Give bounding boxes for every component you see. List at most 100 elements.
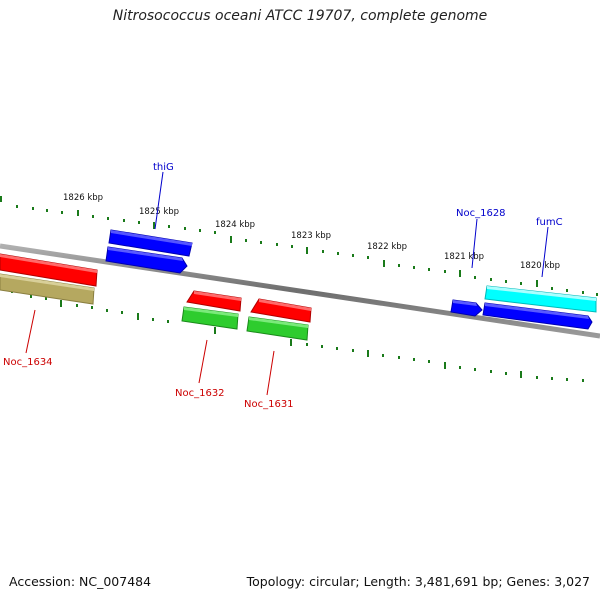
tick-major bbox=[306, 247, 308, 254]
gene-thiG[interactable] bbox=[105, 246, 188, 274]
tick-major bbox=[444, 362, 446, 369]
tick-minor bbox=[322, 250, 324, 253]
tick-minor bbox=[474, 276, 476, 279]
gene-Noc_1631-red[interactable] bbox=[250, 298, 312, 323]
tick-major bbox=[230, 236, 232, 243]
tick-minor bbox=[398, 264, 400, 267]
gene-Noc_1632-green[interactable] bbox=[181, 306, 239, 330]
tick-major bbox=[367, 350, 369, 357]
scale-label-1821: 1821 kbp bbox=[444, 252, 484, 262]
tick-major bbox=[520, 371, 522, 378]
tick-minor bbox=[32, 207, 34, 210]
tick-minor bbox=[107, 217, 109, 220]
gene-fumC[interactable] bbox=[482, 302, 593, 330]
genome-backbone bbox=[0, 243, 600, 339]
tick-minor bbox=[413, 358, 415, 361]
tick-major bbox=[459, 270, 461, 277]
tick-minor bbox=[474, 368, 476, 371]
tick-major bbox=[60, 300, 62, 307]
tick-minor bbox=[321, 345, 323, 348]
tick-minor bbox=[121, 311, 123, 314]
tick-minor bbox=[46, 209, 48, 212]
accession-text: Accession: NC_007484 bbox=[9, 574, 152, 589]
tick-minor bbox=[352, 349, 354, 352]
gene-thiG-shadow[interactable] bbox=[108, 229, 193, 257]
gene-fumC-cyan[interactable] bbox=[484, 285, 597, 313]
leader-thiG bbox=[154, 171, 164, 230]
tick-minor bbox=[596, 293, 598, 296]
tick-major bbox=[0, 196, 2, 202]
tick-minor bbox=[276, 243, 278, 246]
tick-minor bbox=[291, 245, 293, 248]
tick-major bbox=[383, 260, 385, 267]
label-Noc_1631[interactable]: Noc_1631 bbox=[244, 399, 294, 410]
tick-minor bbox=[260, 241, 262, 244]
tick-minor bbox=[214, 231, 216, 234]
tick-major bbox=[536, 280, 538, 287]
tick-minor bbox=[398, 356, 400, 359]
label-Noc_1632[interactable]: Noc_1632 bbox=[175, 388, 225, 399]
tick-minor bbox=[459, 366, 461, 369]
gene-Noc_1631-green[interactable] bbox=[246, 316, 309, 341]
tick-minor bbox=[566, 289, 568, 292]
tick-minor bbox=[490, 278, 492, 281]
gene-Noc_1628[interactable] bbox=[450, 299, 483, 317]
tick-minor bbox=[536, 376, 538, 379]
gene-Noc_1634-olive[interactable] bbox=[0, 273, 95, 305]
tick-minor bbox=[30, 295, 32, 298]
scale-label-1824: 1824 kbp bbox=[215, 220, 255, 230]
tick-minor bbox=[428, 360, 430, 363]
tick-major bbox=[77, 210, 79, 216]
tick-minor bbox=[582, 379, 584, 382]
tick-minor bbox=[92, 215, 94, 218]
scale-label-1825: 1825 kbp bbox=[139, 207, 179, 217]
gene-Noc_1632-red[interactable] bbox=[186, 290, 242, 312]
tick-major bbox=[214, 327, 216, 334]
scale-label-1820: 1820 kbp bbox=[520, 261, 560, 271]
tick-minor bbox=[245, 239, 247, 242]
lower-tick-track bbox=[11, 290, 584, 382]
scale-label-1826: 1826 kbp bbox=[63, 193, 103, 203]
tick-minor bbox=[551, 377, 553, 380]
tick-minor bbox=[551, 287, 553, 290]
tick-minor bbox=[16, 205, 18, 208]
tick-minor bbox=[336, 347, 338, 350]
leader-Noc_1628 bbox=[471, 218, 478, 269]
label-thiG[interactable]: thiG bbox=[153, 162, 174, 173]
label-Noc_1634[interactable]: Noc_1634 bbox=[3, 357, 53, 368]
label-Noc_1628[interactable]: Noc_1628 bbox=[456, 208, 506, 219]
tick-minor bbox=[352, 254, 354, 257]
tick-minor bbox=[184, 227, 186, 230]
tick-minor bbox=[76, 304, 78, 307]
tick-minor bbox=[444, 270, 446, 273]
tick-minor bbox=[582, 291, 584, 294]
scale-label-1823: 1823 kbp bbox=[291, 231, 331, 241]
tick-minor bbox=[566, 378, 568, 381]
tick-major bbox=[153, 222, 155, 229]
tick-minor bbox=[367, 256, 369, 259]
map-title: Nitrosococcus oceani ATCC 19707, complet… bbox=[112, 8, 488, 24]
tick-minor bbox=[45, 297, 47, 300]
tick-minor bbox=[306, 343, 308, 346]
tick-minor bbox=[520, 282, 522, 285]
tick-minor bbox=[61, 211, 63, 214]
tick-minor bbox=[505, 372, 507, 375]
topology-text: Topology: circular; Length: 3,481,691 bp… bbox=[246, 574, 590, 589]
tick-minor bbox=[91, 306, 93, 309]
leader-fumC bbox=[541, 226, 549, 278]
tick-minor bbox=[413, 266, 415, 269]
tick-major bbox=[290, 339, 292, 346]
leader-Noc_1634 bbox=[25, 309, 36, 354]
tick-minor bbox=[382, 354, 384, 357]
tick-minor bbox=[337, 252, 339, 255]
scale-label-1822: 1822 kbp bbox=[367, 242, 407, 252]
tick-minor bbox=[123, 219, 125, 222]
tick-minor bbox=[199, 229, 201, 232]
label-fumC[interactable]: fumC bbox=[536, 217, 563, 228]
gene-Noc_1634-red[interactable] bbox=[0, 253, 98, 287]
tick-minor bbox=[106, 309, 108, 312]
tick-major bbox=[137, 313, 139, 320]
tick-minor bbox=[138, 221, 140, 224]
leader-Noc_1631 bbox=[266, 350, 275, 396]
